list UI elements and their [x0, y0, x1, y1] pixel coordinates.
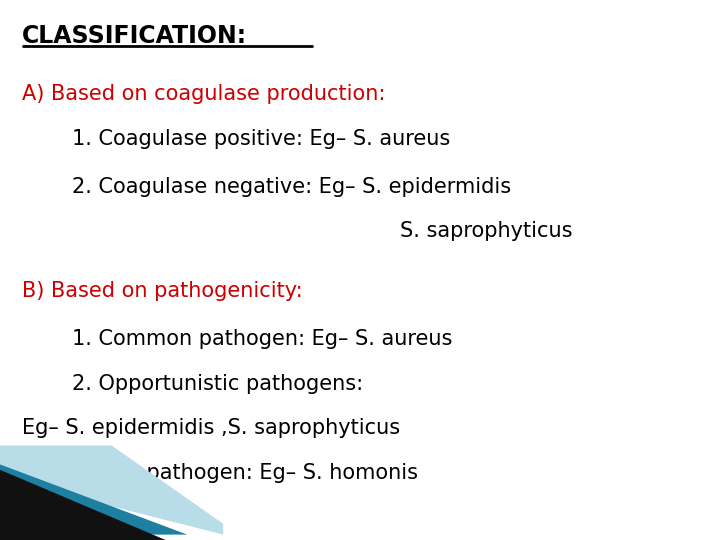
Text: Eg– S. epidermidis ,S. saprophyticus: Eg– S. epidermidis ,S. saprophyticus [22, 418, 400, 438]
Polygon shape [0, 464, 187, 535]
Text: 1. Common pathogen: Eg– S. aureus: 1. Common pathogen: Eg– S. aureus [72, 329, 452, 349]
Text: 2. Opportunistic pathogens:: 2. Opportunistic pathogens: [72, 374, 363, 394]
Text: CLASSIFICATION:: CLASSIFICATION: [22, 24, 247, 48]
Text: 1. Coagulase positive: Eg– S. aureus: 1. Coagulase positive: Eg– S. aureus [72, 129, 450, 148]
Text: B) Based on pathogenicity:: B) Based on pathogenicity: [22, 281, 302, 301]
Text: 2. Coagulase negative: Eg– S. epidermidis: 2. Coagulase negative: Eg– S. epidermidi… [72, 177, 511, 197]
Text: S. saprophyticus: S. saprophyticus [400, 221, 572, 241]
Polygon shape [0, 470, 166, 540]
Text: A) Based on coagulase production:: A) Based on coagulase production: [22, 84, 385, 104]
Text: 3. Non pathogen: Eg– S. homonis: 3. Non pathogen: Eg– S. homonis [72, 463, 418, 483]
Polygon shape [0, 446, 223, 535]
